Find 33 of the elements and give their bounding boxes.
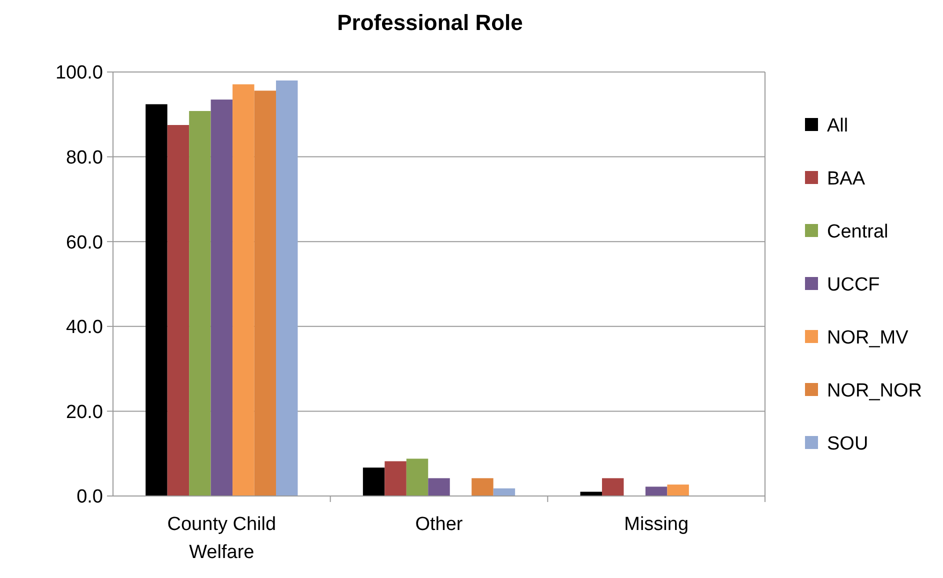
bar (362, 468, 385, 496)
bar (472, 478, 494, 496)
bar (276, 80, 298, 496)
bar (254, 90, 276, 496)
bar (384, 461, 406, 496)
bar (146, 104, 168, 496)
y-tick-label: 100.0 (55, 62, 103, 84)
bar (645, 486, 668, 496)
bar (210, 100, 233, 496)
legend-label: All (827, 116, 848, 137)
legend-label: Central (827, 222, 888, 243)
bar (406, 458, 428, 496)
y-tick-label: 40.0 (66, 317, 103, 338)
legend-label: UCCF (827, 274, 880, 296)
x-tick-label: Other (415, 514, 464, 535)
bar (232, 84, 254, 496)
y-tick-label: 0.0 (76, 486, 103, 508)
legend-label: SOU (827, 434, 868, 455)
bar (189, 111, 211, 496)
legend-label: NOR_MV (827, 328, 909, 349)
bar (493, 488, 516, 496)
bar (667, 484, 689, 496)
x-tick-label: County Child Welfare (167, 514, 276, 563)
y-tick-label: 80.0 (66, 147, 103, 168)
y-tick-label: 60.0 (66, 232, 103, 254)
legend-label: NOR_NOR (827, 380, 922, 402)
bar (602, 478, 624, 496)
bar (428, 478, 450, 496)
y-tick-label: 20.0 (66, 402, 103, 423)
bar (167, 125, 190, 496)
x-tick-label: Missing (624, 514, 689, 535)
chart-title: Professional Role (337, 10, 523, 35)
legend-label: BAA (827, 168, 866, 190)
